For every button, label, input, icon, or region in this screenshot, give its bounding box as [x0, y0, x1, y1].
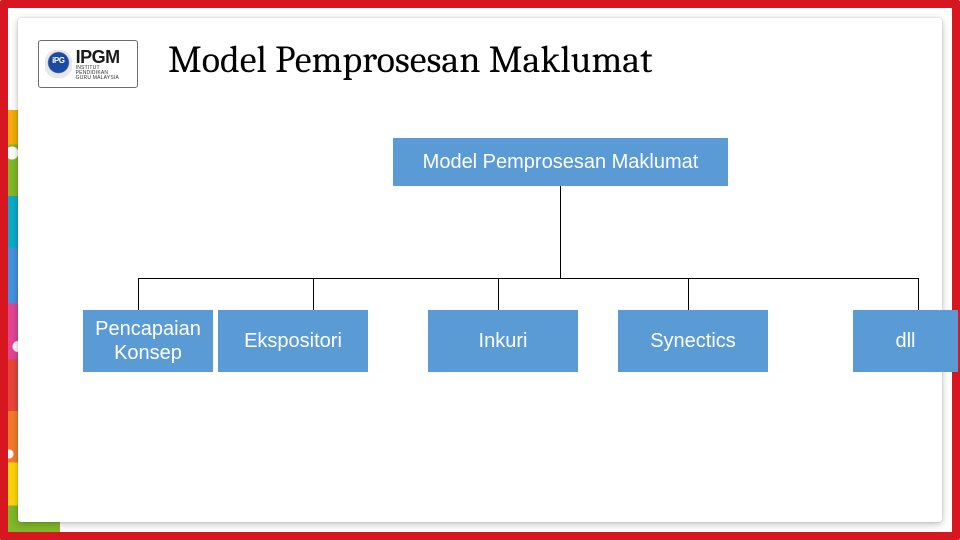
org-chart: Model Pemprosesan Maklumat Pencapaian Ko…	[98, 138, 902, 462]
chart-child-node: Pencapaian Konsep	[83, 310, 213, 372]
chart-child-node: Ekspositori	[218, 310, 368, 372]
chart-connector-trunk	[560, 186, 561, 278]
chart-child-node: Inkuri	[428, 310, 578, 372]
slide-card: IPGM INSTITUT PENDIDIKAN GURU MALAYSIA M…	[18, 18, 942, 522]
chart-child-node: dll	[853, 310, 958, 372]
logo-main-text: IPGM	[76, 48, 131, 66]
chart-connector-hline	[138, 278, 918, 279]
chart-child-label: Pencapaian Konsep	[91, 317, 205, 365]
chart-connector-drop	[688, 278, 689, 310]
slide: IPGM INSTITUT PENDIDIKAN GURU MALAYSIA M…	[0, 0, 960, 540]
chart-child-label: dll	[895, 329, 915, 353]
logo-mark-icon	[45, 50, 72, 78]
slide-title: Model Pemprosesan Maklumat	[168, 38, 653, 82]
logo-sub-text-2: GURU MALAYSIA	[76, 76, 131, 81]
chart-connector-drop	[313, 278, 314, 310]
logo-text: IPGM INSTITUT PENDIDIKAN GURU MALAYSIA	[76, 48, 131, 81]
chart-connector-drop	[918, 278, 919, 310]
chart-connector-drop	[138, 278, 139, 310]
ipgm-logo: IPGM INSTITUT PENDIDIKAN GURU MALAYSIA	[38, 40, 138, 88]
chart-root-label: Model Pemprosesan Maklumat	[423, 150, 699, 174]
chart-root-node: Model Pemprosesan Maklumat	[393, 138, 728, 186]
chart-child-label: Inkuri	[479, 329, 528, 353]
chart-connector-drop	[498, 278, 499, 310]
logo-sub-text-1: INSTITUT PENDIDIKAN	[76, 66, 131, 76]
chart-child-node: Synectics	[618, 310, 768, 372]
chart-child-label: Synectics	[650, 329, 736, 353]
chart-child-label: Ekspositori	[244, 329, 342, 353]
